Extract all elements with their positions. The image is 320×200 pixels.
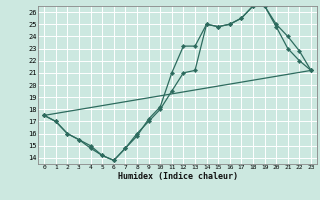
- X-axis label: Humidex (Indice chaleur): Humidex (Indice chaleur): [118, 172, 238, 181]
